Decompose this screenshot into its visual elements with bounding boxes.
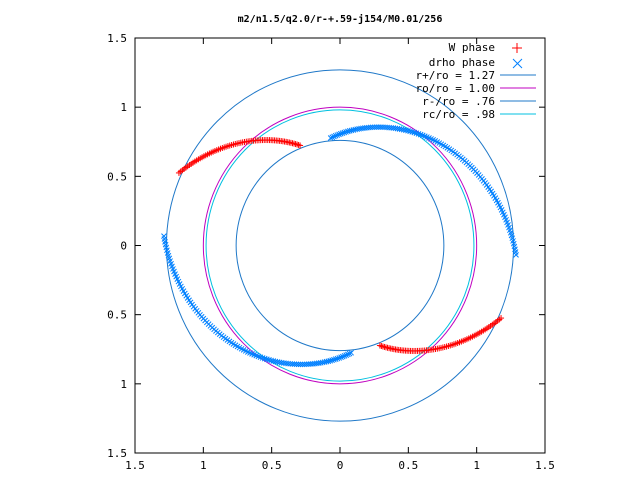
drho-phase-point — [327, 135, 334, 141]
drho-phase-point — [295, 361, 302, 368]
legend-label-rc: rc/ro = .98 — [422, 108, 495, 121]
drho-phase-point — [343, 352, 350, 359]
x-tick-label: 1 — [200, 459, 207, 472]
drho-phase-point — [272, 358, 279, 365]
axis-ticks: 1.5 1 0.5 0 0.5 1 1.51.510.500.511.5 — [107, 32, 555, 472]
drho-phase-point — [331, 356, 337, 363]
x-tick-label: 1.5 — [125, 459, 145, 472]
x-tick-label: 1.5 — [535, 459, 555, 472]
drho-phase-point — [513, 251, 519, 258]
radius-circle — [202, 106, 478, 385]
drho-phase-point — [339, 130, 346, 136]
drho-phase-point — [329, 357, 335, 364]
y-tick-label: 1.5 — [107, 447, 127, 460]
radius-circle — [235, 139, 445, 352]
drho-phase-point — [398, 126, 405, 133]
legend-label-w-phase: W phase — [449, 41, 495, 54]
x-tick-label: 0 — [337, 459, 344, 472]
y-tick-label: 1.5 — [107, 32, 127, 45]
radius-circle — [165, 69, 515, 422]
radius-circles — [165, 69, 515, 422]
drho-phase-point — [346, 350, 353, 357]
legend-label-ro: ro/ro = 1.00 — [416, 82, 495, 95]
drho-phase-point — [337, 130, 344, 137]
drho-phase-point — [339, 353, 346, 360]
drho-phase-point — [341, 129, 348, 136]
drho-phase-point — [332, 356, 339, 362]
y-tick-label: 0.5 — [107, 309, 127, 322]
legend: W phase drho phase r+/ro = 1.27 ro/ro = … — [416, 41, 536, 121]
y-tick-label: 0 — [120, 240, 127, 253]
drho-phase-point — [334, 132, 341, 138]
y-tick-label: 0.5 — [107, 170, 127, 183]
drho-phase-point — [331, 133, 337, 140]
y-tick-label: 1 — [120, 378, 127, 391]
w-phase-point — [297, 142, 304, 149]
drho-phase-point — [400, 126, 407, 133]
legend-marker-drho-phase — [512, 58, 523, 69]
y-tick-label: 1 — [120, 101, 127, 114]
drho-phase-point — [336, 131, 342, 138]
x-tick-label: 1 — [473, 459, 480, 472]
w-phase-point — [498, 315, 505, 322]
drho-phase-point — [403, 127, 409, 134]
drho-phase-point — [334, 355, 341, 362]
drho-phase-point — [270, 358, 277, 364]
drho-phase-point — [396, 126, 403, 132]
radius-circle — [205, 109, 475, 382]
legend-label-r-plus: r+/ro = 1.27 — [416, 69, 495, 82]
drho-phase-point — [274, 359, 281, 365]
chart-title: m2/n1.5/q2.0/r-+.59-j154/M0.01/256 — [238, 13, 443, 25]
drho-phase-point — [336, 355, 343, 361]
drho-phase-point — [338, 354, 344, 361]
drho-phase-point — [341, 353, 348, 359]
drho-phase-point — [345, 351, 351, 358]
drho-phase-point — [297, 361, 304, 368]
legend-label-r-minus: r-/ro = .76 — [422, 95, 495, 108]
x-tick-label: 0.5 — [398, 459, 418, 472]
phase-points — [161, 124, 519, 368]
legend-marker-w-phase — [512, 43, 522, 53]
drho-phase-point — [348, 349, 354, 356]
drho-phase-point — [332, 132, 339, 139]
drho-phase-point — [343, 129, 349, 135]
drho-phase-point — [329, 134, 336, 141]
legend-label-drho-phase: drho phase — [429, 56, 495, 69]
drho-phase-point — [373, 124, 380, 131]
x-tick-label: 0.5 — [262, 459, 282, 472]
